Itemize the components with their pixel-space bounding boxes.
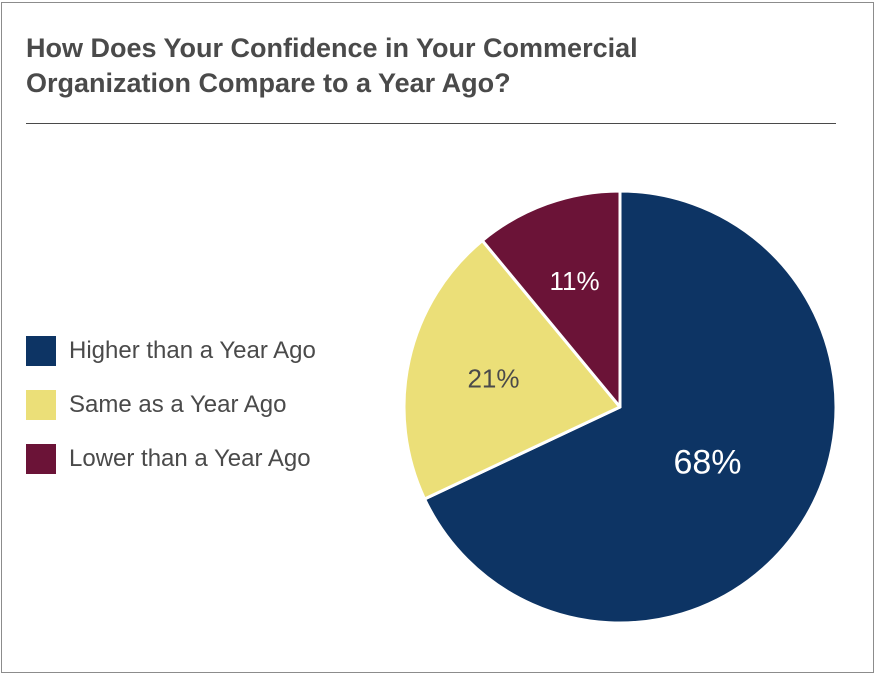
legend-item-lower: Lower than a Year Ago	[26, 443, 386, 475]
pie-label-2: 11%	[550, 266, 600, 296]
pie-chart: 68% 21% 11%	[402, 189, 838, 625]
legend-label-same: Same as a Year Ago	[69, 391, 287, 418]
legend-swatch-same	[26, 390, 56, 420]
pie-slice-1	[402, 239, 622, 501]
chart-title: How Does Your Confidence in Your Commerc…	[26, 33, 638, 98]
legend-swatch-lower	[26, 444, 56, 474]
pie-slice-0	[423, 189, 838, 625]
pie-label-0: 68%	[673, 444, 741, 482]
legend-label-lower: Lower than a Year Ago	[69, 445, 311, 472]
legend-label-higher: Higher than a Year Ago	[69, 337, 316, 364]
pie-label-1: 21%	[467, 364, 519, 394]
legend-item-higher: Higher than a Year Ago	[26, 335, 386, 367]
legend-item-same: Same as a Year Ago	[26, 389, 386, 421]
pie-slice-2	[480, 189, 622, 409]
legend-swatch-higher	[26, 336, 56, 366]
title-divider	[26, 123, 836, 124]
legend: Higher than a Year Ago Same as a Year Ag…	[26, 335, 386, 497]
